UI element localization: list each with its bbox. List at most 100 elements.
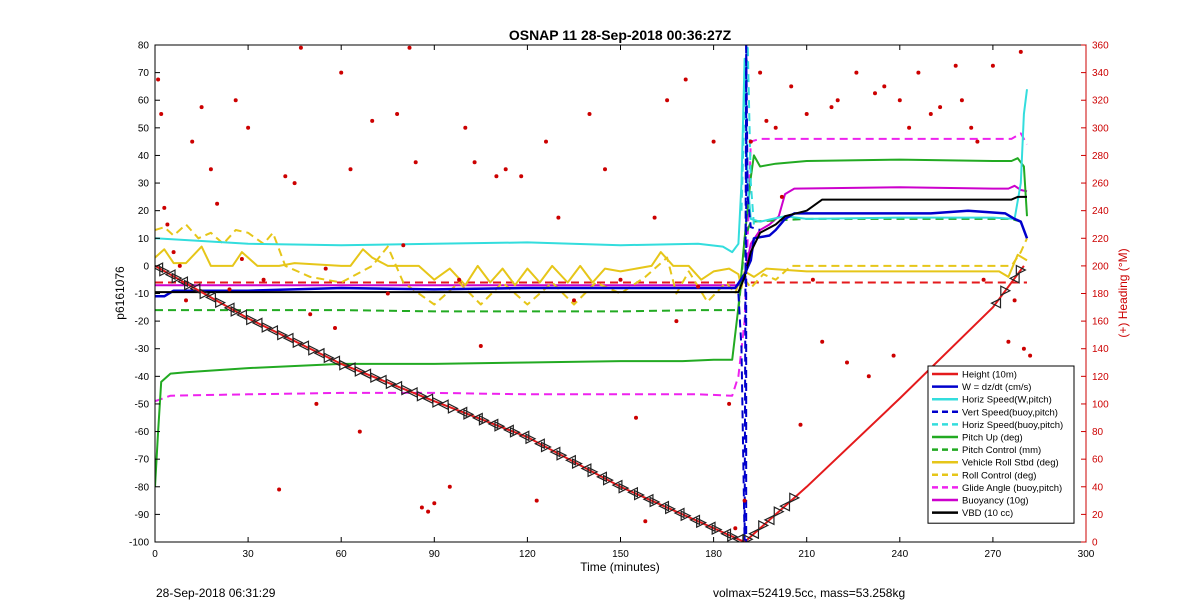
y-tick-label: 70	[138, 68, 150, 79]
legend-label: W = dz/dt (cm/s)	[962, 382, 1031, 393]
x-axis-label: Time (minutes)	[580, 560, 660, 574]
y-axis-label: p6161076	[113, 266, 127, 320]
height-marker	[277, 329, 289, 341]
y2-tick-label: 60	[1092, 455, 1104, 466]
x-tick-label: 150	[612, 549, 629, 560]
height-marker	[763, 514, 775, 526]
legend-label: VBD (10 cc)	[962, 508, 1013, 519]
heading-point	[494, 174, 499, 179]
height-marker	[773, 506, 785, 518]
series-line	[740, 45, 755, 225]
heading-point	[534, 498, 539, 503]
x-tick-label: 300	[1078, 549, 1095, 560]
height-marker	[339, 359, 351, 371]
heading-point	[969, 125, 974, 130]
height-marker	[456, 406, 468, 418]
heading-point	[845, 360, 849, 365]
heading-point	[810, 277, 815, 282]
heading-point	[165, 222, 170, 227]
heading-point	[572, 298, 576, 303]
x-tick-label: 240	[891, 549, 908, 560]
heading-point	[975, 139, 980, 144]
x-tick-label: 0	[152, 549, 158, 560]
heading-point	[764, 118, 769, 123]
y2-tick-label: 160	[1092, 317, 1109, 328]
height-marker	[463, 408, 475, 420]
height-marker	[696, 517, 708, 529]
heading-point	[463, 125, 468, 130]
height-marker	[401, 384, 413, 396]
heading-point	[171, 250, 176, 255]
series-line	[737, 45, 761, 542]
heading-point	[873, 91, 877, 96]
heading-point	[292, 181, 297, 186]
y-tick-label: -90	[135, 510, 150, 521]
height-marker	[292, 337, 304, 349]
y2-tick-label: 280	[1092, 151, 1109, 162]
heading-point	[587, 112, 592, 116]
heading-point	[162, 205, 167, 210]
y2-tick-label: 220	[1092, 234, 1109, 245]
heading-point	[348, 167, 353, 172]
height-marker	[990, 297, 1002, 309]
x-tick-label: 90	[429, 549, 441, 560]
y2-tick-label: 260	[1092, 179, 1109, 190]
heading-point	[696, 284, 701, 289]
heading-point	[990, 63, 995, 68]
heading-point	[298, 45, 303, 50]
height-marker	[471, 412, 483, 424]
heading-point	[370, 118, 375, 123]
heading-point	[357, 429, 362, 434]
heading-point	[959, 98, 964, 103]
height-marker	[525, 433, 537, 445]
height-marker	[748, 528, 760, 540]
heading-point	[798, 422, 803, 427]
heading-point	[1018, 49, 1023, 54]
series-line	[155, 57, 1028, 254]
y2-tick-label: 140	[1092, 344, 1109, 355]
heading-point	[208, 167, 213, 172]
heading-point	[199, 105, 204, 110]
y2-tick-label: 240	[1092, 206, 1109, 217]
height-marker	[308, 344, 320, 356]
heading-point	[503, 167, 508, 172]
legend-label: Vert Speed(buoy,pitch)	[962, 407, 1058, 418]
y2-tick-label: 20	[1092, 510, 1104, 521]
y-tick-label: -40	[135, 372, 150, 383]
height-marker	[1000, 285, 1012, 297]
legend-label: Roll Control (deg)	[962, 470, 1036, 481]
heading-point	[1012, 298, 1017, 303]
y-tick-label: -60	[135, 427, 150, 438]
height-marker	[540, 441, 552, 453]
series-line	[155, 195, 1027, 294]
height-marker	[159, 265, 171, 277]
y-tick-label: -70	[135, 455, 150, 466]
y-tick-label: 0	[143, 261, 149, 272]
x-tick-label: 120	[519, 549, 536, 560]
heading-point	[478, 344, 483, 348]
heading-point	[618, 277, 623, 282]
heading-point	[159, 112, 164, 116]
height-marker	[602, 474, 614, 486]
footer-volume-mass: volmax=52419.5cc, mass=53.258kg	[713, 586, 906, 600]
height-marker	[634, 489, 645, 501]
heading-point	[891, 353, 896, 358]
y-tick-label: 10	[138, 234, 150, 245]
height-marker	[758, 519, 770, 531]
y-tick-label: -10	[135, 289, 150, 300]
heading-point	[239, 257, 244, 261]
legend-label: Buoyancy (10g)	[962, 496, 1029, 507]
heading-point	[779, 194, 784, 199]
heading-point	[1021, 346, 1026, 351]
heading-point	[419, 505, 424, 510]
legend-label: Height (10m)	[962, 370, 1017, 381]
heading-point	[544, 139, 548, 144]
heading-point	[916, 70, 921, 75]
height-marker	[680, 510, 692, 522]
heading-point	[177, 263, 182, 268]
heading-point	[407, 45, 412, 50]
heading-point	[789, 84, 794, 89]
heading-point	[308, 312, 313, 317]
heading-point	[261, 277, 266, 282]
height-marker	[447, 402, 459, 414]
